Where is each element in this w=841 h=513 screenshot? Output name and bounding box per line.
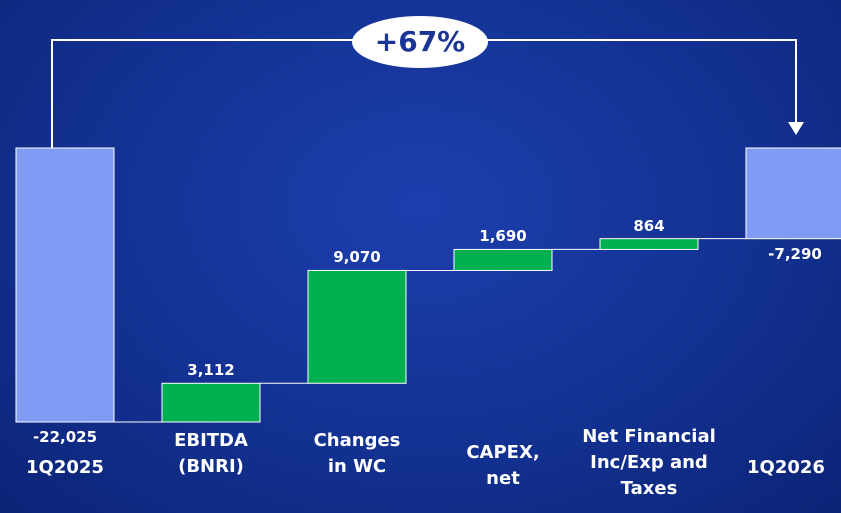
category-label: EBITDA (BNRI) — [174, 430, 248, 477]
bar — [307, 269, 407, 384]
value-label: 1,690 — [479, 227, 527, 246]
category-label: 1Q2025 — [26, 457, 104, 478]
category-label: Net Financial Inc/Exp and Taxes — [582, 426, 716, 499]
annotation: +67% — [352, 16, 488, 68]
category-label: CAPEX, net — [466, 442, 540, 489]
arrow — [788, 122, 804, 135]
bar — [745, 147, 841, 240]
value-label: 9,070 — [333, 248, 381, 267]
category-label: 1Q2026 — [747, 457, 825, 478]
value-label: 3,112 — [187, 361, 235, 380]
value-label: 864 — [633, 216, 665, 235]
value-label: -7,290 — [768, 244, 822, 263]
value-label: -22,025 — [32, 428, 98, 446]
bar — [161, 382, 261, 423]
bar — [599, 238, 699, 250]
bar — [453, 248, 553, 271]
category-label: Changes in WC — [313, 430, 401, 477]
bar — [15, 147, 115, 423]
